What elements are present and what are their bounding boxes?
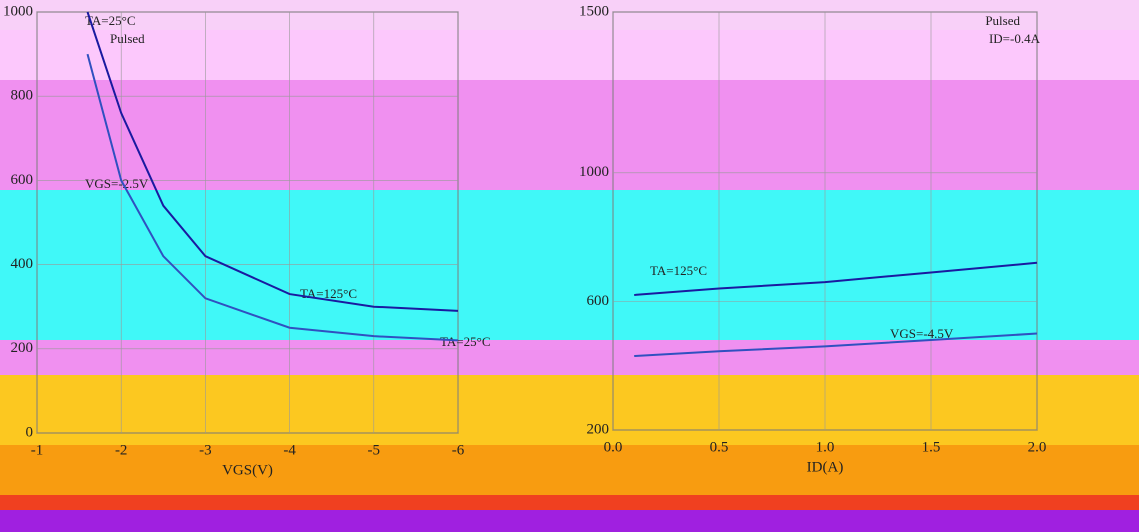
x-tick-label: 2.0 xyxy=(1028,439,1047,455)
x-axis-label: ID(A) xyxy=(807,459,844,475)
y-tick-label: 200 xyxy=(11,340,34,356)
x-tick-label: -6 xyxy=(452,442,465,458)
y-tick-label: 1000 xyxy=(3,3,33,19)
annotation: TA=125°C xyxy=(650,263,707,278)
line xyxy=(86,53,459,342)
y-tick-label: 600 xyxy=(587,293,610,309)
annotation: Pulsed xyxy=(110,31,145,46)
annotation: VGS=-2.5V xyxy=(85,176,149,191)
band xyxy=(0,190,1139,340)
x-tick-label: 1.0 xyxy=(816,439,835,455)
x-tick-label: -2 xyxy=(115,442,128,458)
x-tick-label: 1.5 xyxy=(922,439,941,455)
annotation: ID=-0.4A xyxy=(989,31,1041,46)
x-tick-label: -3 xyxy=(199,442,212,458)
line xyxy=(86,11,459,312)
line xyxy=(634,261,1038,296)
x-tick-label: -1 xyxy=(31,442,44,458)
x-tick-label: -5 xyxy=(368,442,381,458)
y-tick-label: 1000 xyxy=(579,164,609,180)
band xyxy=(0,0,1139,30)
annotation: TA=25°C xyxy=(440,334,491,349)
line xyxy=(634,332,1038,358)
band xyxy=(0,30,1139,80)
y-tick-label: 200 xyxy=(587,421,610,437)
annotation: TA=125°C xyxy=(300,286,357,301)
x-axis-label: VGS(V) xyxy=(222,462,273,478)
y-tick-label: 800 xyxy=(11,88,34,104)
y-tick-label: 400 xyxy=(11,256,34,272)
plot-frame xyxy=(36,11,459,434)
annotation: TA=25°C xyxy=(85,13,136,28)
y-tick-label: 0 xyxy=(26,424,34,440)
band xyxy=(0,80,1139,190)
x-tick-label: 0.0 xyxy=(604,439,623,455)
band xyxy=(0,495,1139,510)
x-tick-label: -4 xyxy=(283,442,296,458)
band xyxy=(0,340,1139,375)
x-tick-label: 0.5 xyxy=(710,439,729,455)
annotation: Pulsed xyxy=(985,13,1020,28)
band xyxy=(0,445,1139,495)
y-tick-label: 600 xyxy=(11,172,34,188)
y-tick-label: 1500 xyxy=(579,3,609,19)
band xyxy=(0,510,1139,532)
annotation: VGS=-4.5V xyxy=(890,326,954,341)
